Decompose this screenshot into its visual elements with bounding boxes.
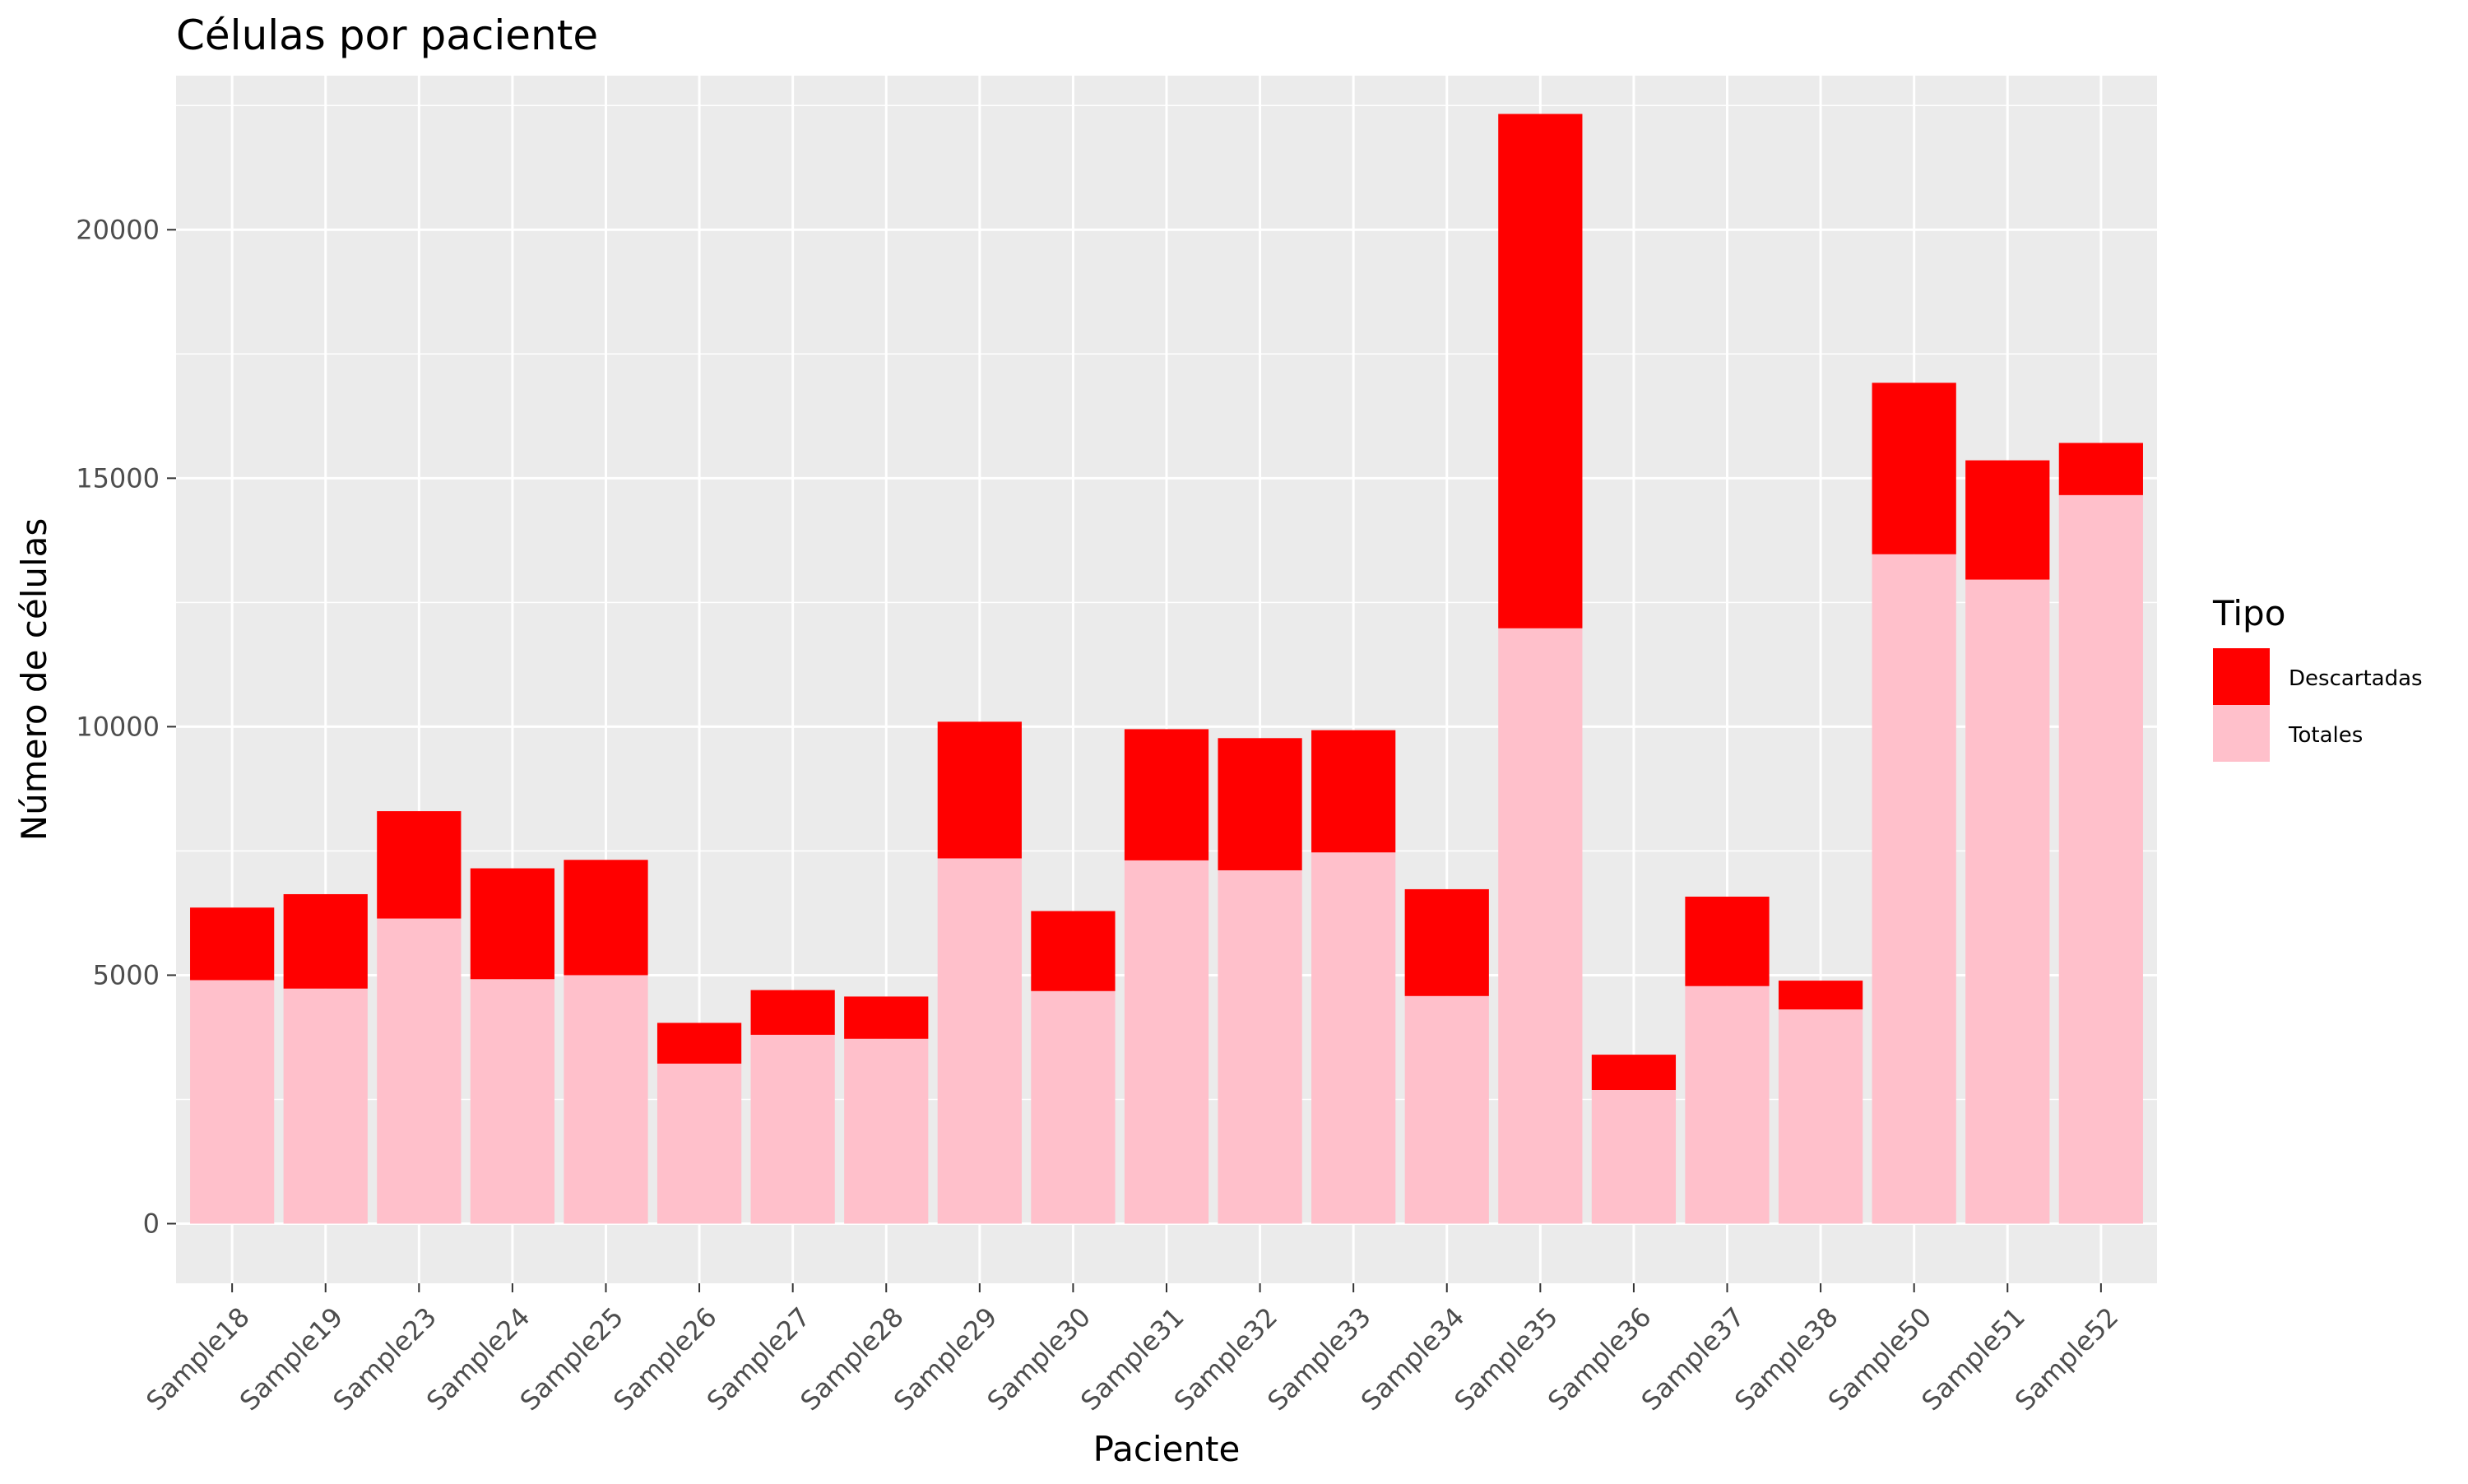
x-axis: Sample18Sample19Sample23Sample24Sample25… bbox=[140, 1283, 2124, 1417]
bar-totales-sample33 bbox=[1311, 852, 1396, 1224]
y-tick-label: 5000 bbox=[93, 959, 160, 990]
bar-totales-sample32 bbox=[1218, 870, 1302, 1224]
legend: Tipo Descartadas Totales bbox=[2212, 593, 2423, 762]
bar-totales-sample25 bbox=[564, 975, 648, 1224]
bar-totales-sample34 bbox=[1404, 995, 1489, 1224]
bar-totales-sample28 bbox=[844, 1038, 929, 1224]
bar-descartadas-sample36 bbox=[1591, 1055, 1677, 1090]
bar-descartadas-sample18 bbox=[190, 907, 275, 981]
bar-descartadas-sample33 bbox=[1311, 730, 1396, 853]
bar-descartadas-sample25 bbox=[564, 860, 648, 976]
bar-totales-sample38 bbox=[1778, 1009, 1863, 1224]
legend-label-descartadas: Descartadas bbox=[2289, 666, 2423, 691]
bar-descartadas-sample51 bbox=[1965, 460, 2050, 580]
bar-descartadas-sample31 bbox=[1124, 729, 1209, 860]
bar-descartadas-sample28 bbox=[844, 996, 929, 1039]
y-axis: 0 5000 10000 15000 20000 bbox=[76, 214, 176, 1240]
y-tick-label: 20000 bbox=[76, 214, 160, 245]
bar-descartadas-sample27 bbox=[750, 990, 835, 1035]
bar-totales-sample36 bbox=[1591, 1089, 1677, 1224]
bar-descartadas-sample38 bbox=[1778, 981, 1863, 1010]
bar-totales-sample37 bbox=[1685, 985, 1770, 1224]
y-tick-label: 10000 bbox=[76, 711, 160, 742]
bar-descartadas-sample30 bbox=[1031, 911, 1116, 991]
bar-totales-sample19 bbox=[283, 988, 368, 1224]
bar-totales-sample52 bbox=[2058, 494, 2143, 1224]
bar-totales-sample35 bbox=[1498, 628, 1583, 1224]
legend-key-totales bbox=[2213, 705, 2270, 762]
bar-totales-sample24 bbox=[470, 979, 555, 1224]
bar-descartadas-sample24 bbox=[470, 868, 555, 980]
bar-descartadas-sample23 bbox=[377, 811, 462, 919]
bar-descartadas-sample37 bbox=[1685, 896, 1770, 986]
x-axis-title: Paciente bbox=[1093, 1429, 1241, 1469]
y-tick-label: 0 bbox=[143, 1208, 160, 1240]
bar-totales-sample51 bbox=[1965, 579, 2050, 1224]
bar-descartadas-sample35 bbox=[1498, 114, 1583, 628]
bar-totales-sample27 bbox=[750, 1034, 835, 1224]
legend-entries: Descartadas Totales bbox=[2213, 648, 2423, 762]
bar-descartadas-sample26 bbox=[656, 1023, 742, 1064]
bars bbox=[190, 114, 2143, 1224]
bar-descartadas-sample50 bbox=[1872, 383, 1956, 554]
bar-totales-sample18 bbox=[190, 980, 275, 1224]
bar-totales-sample31 bbox=[1124, 860, 1209, 1224]
y-axis-title: Número de células bbox=[14, 518, 54, 842]
bar-descartadas-sample34 bbox=[1404, 888, 1489, 996]
legend-label-totales: Totales bbox=[2288, 723, 2363, 748]
bar-descartadas-sample19 bbox=[283, 893, 368, 989]
bar-descartadas-sample32 bbox=[1218, 738, 1302, 870]
bar-descartadas-sample52 bbox=[2058, 443, 2143, 495]
bar-totales-sample29 bbox=[937, 858, 1022, 1224]
bar-totales-sample23 bbox=[377, 918, 462, 1224]
y-tick-label: 15000 bbox=[76, 462, 160, 494]
bar-descartadas-sample29 bbox=[937, 721, 1022, 859]
chart-title: Células por paciente bbox=[176, 12, 598, 59]
bar-totales-sample30 bbox=[1031, 990, 1116, 1224]
legend-title: Tipo bbox=[2212, 593, 2285, 633]
bar-totales-sample50 bbox=[1872, 554, 1956, 1224]
legend-key-descartadas bbox=[2213, 648, 2270, 705]
bar-totales-sample26 bbox=[656, 1063, 742, 1224]
